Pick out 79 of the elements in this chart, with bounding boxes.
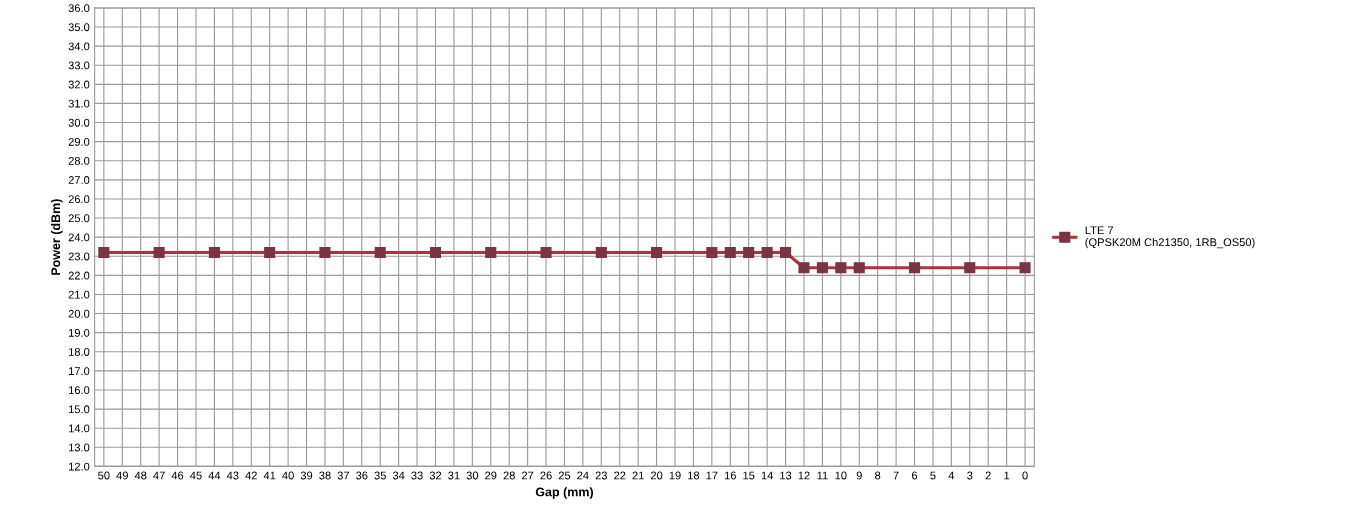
x-tick-label: 41 xyxy=(263,471,276,480)
x-tick-label: 13 xyxy=(780,471,792,480)
x-axis-title: Gap (mm) xyxy=(535,487,594,499)
x-tick-label: 47 xyxy=(153,471,165,480)
y-tick-label: 31.0 xyxy=(68,99,90,108)
x-tick-label: 18 xyxy=(688,471,700,480)
y-tick-label: 20.0 xyxy=(68,309,90,318)
x-tick-label: 35 xyxy=(374,471,386,480)
x-tick-label: 27 xyxy=(521,471,534,480)
y-tick-label: 33.0 xyxy=(68,61,90,70)
x-tick-label: 48 xyxy=(134,471,147,480)
x-tick-label: 4 xyxy=(948,471,955,480)
x-tick-label: 42 xyxy=(245,471,257,480)
y-axis-title: Power (dBm) xyxy=(50,199,63,275)
x-tick-label: 26 xyxy=(540,471,552,480)
x-tick-label: 28 xyxy=(503,471,515,480)
legend-label: LTE 7 (QPSK20M Ch21350, 1RB_OS50) xyxy=(1085,226,1255,249)
y-tick-label: 29.0 xyxy=(68,137,90,146)
x-tick-label: 29 xyxy=(485,471,497,480)
x-tick-label: 33 xyxy=(411,471,423,480)
x-tick-label: 19 xyxy=(669,471,681,480)
x-tick-label: 8 xyxy=(875,471,881,480)
x-tick-label: 12 xyxy=(798,471,810,480)
y-tick-label: 19.0 xyxy=(69,328,90,337)
y-tick-label: 13.0 xyxy=(69,443,90,452)
x-tick-label: 21 xyxy=(632,471,644,480)
y-tick-label: 14.0 xyxy=(69,424,90,433)
x-tick-label: 50 xyxy=(98,471,110,480)
y-tick-label: 12.0 xyxy=(69,462,90,471)
x-tick-label: 36 xyxy=(356,471,368,480)
x-tick-label: 6 xyxy=(912,471,918,480)
y-tick-label: 26.0 xyxy=(68,195,90,204)
y-tick-label: 15.0 xyxy=(69,405,90,414)
x-tick-label: 22 xyxy=(614,471,626,480)
x-tick-label: 7 xyxy=(893,471,899,480)
x-tick-label: 49 xyxy=(116,471,128,480)
x-tick-label: 5 xyxy=(930,471,936,480)
y-tick-label: 21.0 xyxy=(68,290,90,299)
x-tick-label: 1 xyxy=(1004,471,1010,480)
x-tick-label: 40 xyxy=(282,471,294,480)
x-tick-label: 15 xyxy=(743,471,755,480)
x-tick-label: 0 xyxy=(1022,471,1028,480)
x-tick-label: 46 xyxy=(171,471,184,480)
x-tick-label: 25 xyxy=(558,471,571,480)
x-tick-label: 31 xyxy=(448,471,460,480)
x-tick-label: 10 xyxy=(835,471,847,480)
y-tick-label: 36.0 xyxy=(68,4,90,13)
x-tick-label: 17 xyxy=(706,471,718,480)
x-tick-label: 37 xyxy=(337,471,349,480)
x-tick-label: 9 xyxy=(856,471,862,480)
x-tick-label: 44 xyxy=(208,471,221,480)
y-tick-label: 32.0 xyxy=(68,80,90,89)
y-tick-label: 18.0 xyxy=(69,348,90,356)
x-tick-label: 23 xyxy=(595,471,607,480)
y-tick-label: 34.0 xyxy=(68,42,90,51)
x-tick-label: 39 xyxy=(300,471,313,480)
y-tick-label: 28.0 xyxy=(68,157,90,165)
y-tick-label: 17.0 xyxy=(69,367,90,376)
x-tick-label: 43 xyxy=(226,471,239,480)
x-tick-label: 30 xyxy=(466,471,479,480)
y-tick-label: 27.0 xyxy=(68,176,90,184)
x-tick-label: 2 xyxy=(985,471,991,480)
x-tick-label: 38 xyxy=(319,471,331,480)
x-tick-label: 14 xyxy=(761,471,773,480)
x-tick-label: 24 xyxy=(577,471,589,480)
x-tick-label: 20 xyxy=(650,471,663,480)
y-tick-label: 24.0 xyxy=(68,233,90,242)
x-tick-label: 11 xyxy=(817,471,828,480)
y-tick-label: 22.0 xyxy=(68,271,90,280)
x-tick-label: 3 xyxy=(967,471,973,480)
x-tick-label: 16 xyxy=(724,471,736,480)
y-tick-label: 25.0 xyxy=(68,214,90,223)
y-tick-label: 23.0 xyxy=(68,252,90,261)
y-tick-label: 30.0 xyxy=(68,118,90,127)
x-tick-label: 45 xyxy=(190,471,202,480)
y-tick-label: 35.0 xyxy=(68,23,90,32)
x-tick-label: 34 xyxy=(392,471,405,480)
y-tick-label: 16.0 xyxy=(69,386,90,395)
x-tick-label: 32 xyxy=(429,471,442,480)
